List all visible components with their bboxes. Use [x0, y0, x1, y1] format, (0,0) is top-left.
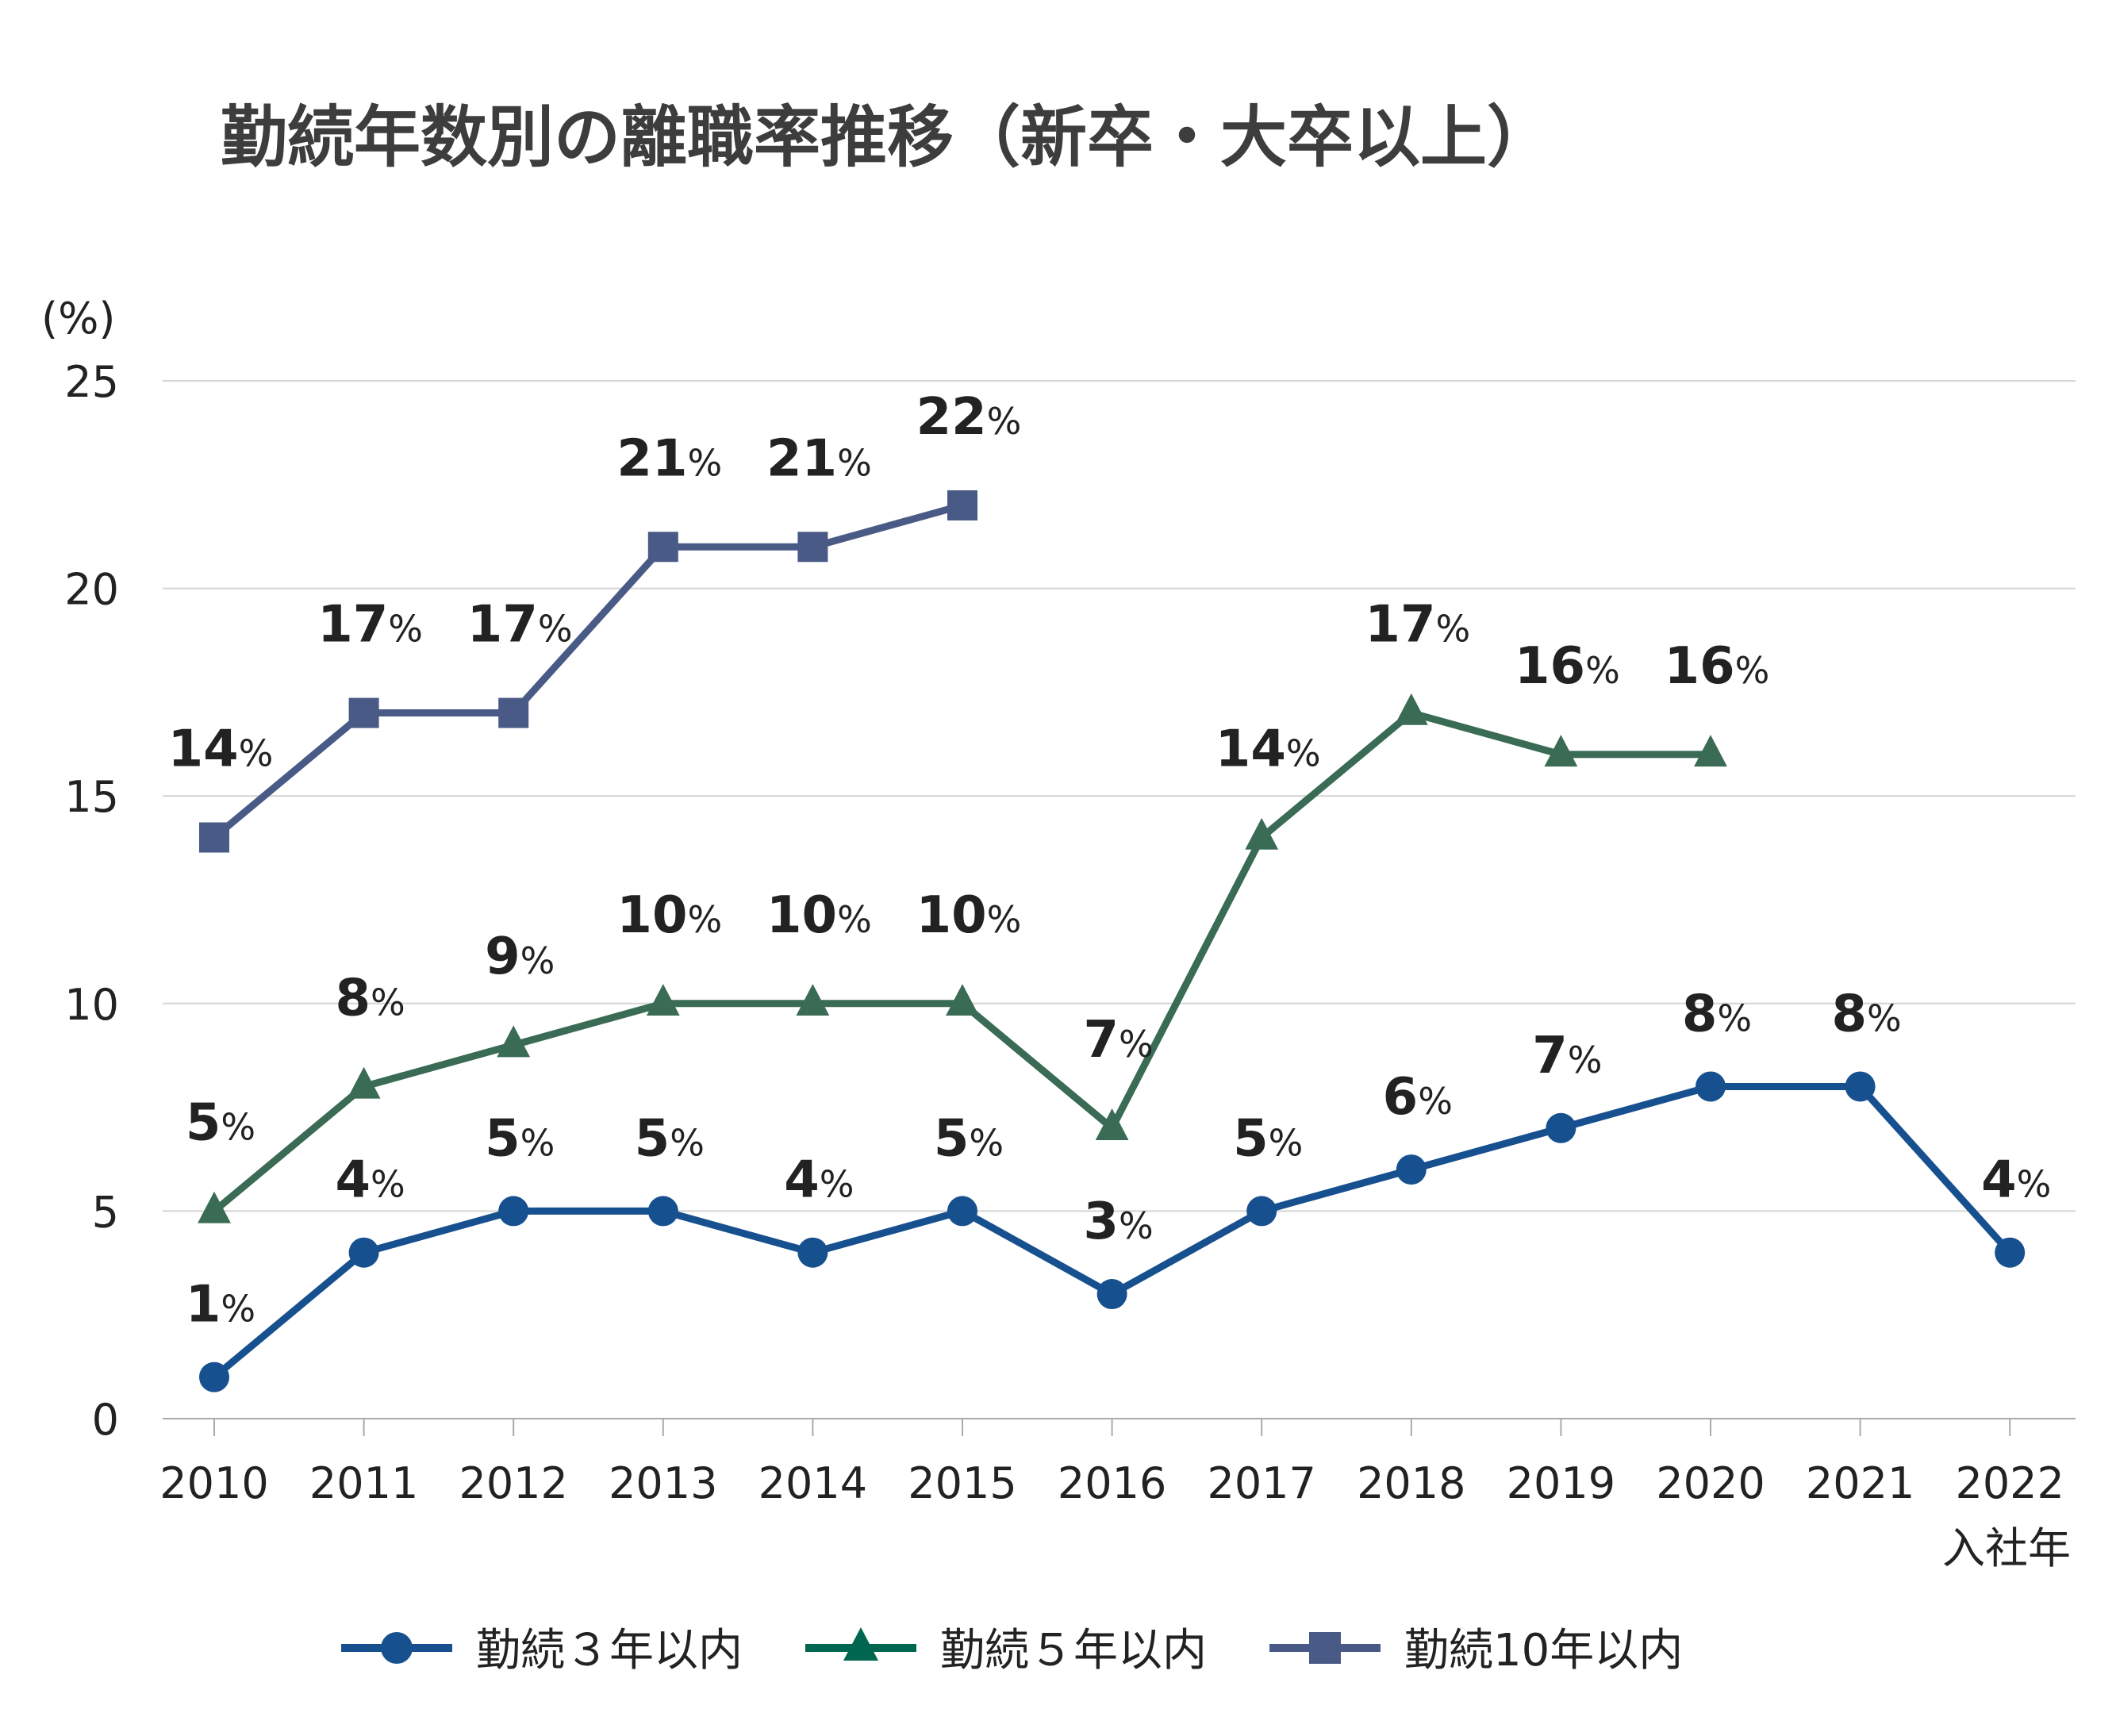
data-label: 8%	[1831, 985, 1901, 1043]
triangle-marker	[198, 1191, 231, 1223]
circle-marker	[797, 1237, 828, 1268]
circle-marker	[647, 1196, 678, 1227]
triangle-marker	[1544, 735, 1578, 767]
data-label: 17%	[467, 596, 573, 655]
triangle-marker	[347, 1066, 381, 1099]
y-tick-label: 25	[64, 357, 119, 407]
square-marker	[348, 697, 379, 728]
y-tick-label: 5	[92, 1187, 119, 1237]
x-tick-label: 2011	[309, 1458, 418, 1508]
data-label: 5%	[186, 1093, 255, 1152]
data-label: 4%	[784, 1151, 854, 1210]
circle-marker	[1096, 1279, 1127, 1310]
circle-marker	[1246, 1196, 1277, 1227]
data-label: 5%	[485, 1109, 555, 1168]
x-tick-label: 2018	[1357, 1458, 1465, 1508]
circle-marker	[1995, 1237, 2026, 1268]
data-label: 16%	[1515, 637, 1620, 696]
data-label: 5%	[934, 1109, 1004, 1168]
circle-marker	[1546, 1112, 1576, 1143]
triangle-marker	[796, 984, 830, 1016]
square-marker	[1309, 1632, 1341, 1664]
data-label: 21%	[616, 429, 722, 488]
data-label: 5%	[635, 1109, 705, 1168]
triangle-marker	[843, 1627, 878, 1661]
legend-label: 勤続３年以内	[476, 1625, 743, 1676]
data-label: 17%	[317, 596, 423, 655]
circle-marker	[1845, 1071, 1876, 1102]
x-tick-label: 2013	[609, 1458, 717, 1508]
x-axis-label: 入社年	[1942, 1523, 2071, 1573]
x-tick-label: 2020	[1656, 1458, 1765, 1508]
data-label: 8%	[1682, 985, 1752, 1043]
data-label: 4%	[335, 1151, 405, 1210]
circle-marker	[498, 1196, 529, 1227]
x-tick-label: 2015	[908, 1458, 1016, 1508]
data-label: 5%	[1233, 1109, 1303, 1168]
square-marker	[199, 822, 229, 853]
x-tick-label: 2014	[758, 1458, 867, 1508]
series-line	[212, 501, 964, 840]
y-axis-label: (%)	[41, 294, 115, 344]
x-tick-label: 2019	[1507, 1458, 1615, 1508]
chart-title: 勤続年数別の離職率推移（新卒・大卒以上）	[221, 98, 1553, 176]
data-label: 16%	[1665, 637, 1770, 696]
y-tick-label: 20	[64, 565, 119, 615]
square-marker	[947, 490, 977, 520]
legend-label: 勤続10年以内	[1404, 1625, 1683, 1676]
data-label: 21%	[766, 429, 872, 488]
y-tick-label: 15	[64, 772, 119, 822]
data-label: 8%	[335, 969, 405, 1027]
x-tick-label: 2016	[1058, 1458, 1166, 1508]
y-tick-label: 0	[92, 1395, 119, 1445]
data-label: 14%	[1215, 720, 1321, 779]
triangle-marker	[1245, 817, 1279, 850]
circle-marker	[381, 1632, 413, 1664]
circle-marker	[348, 1237, 379, 1268]
data-label: 4%	[1981, 1151, 2051, 1210]
legend-label: 勤続５年以内	[940, 1625, 1207, 1676]
data-label: 6%	[1383, 1068, 1453, 1127]
data-label: 9%	[485, 928, 555, 986]
square-marker	[797, 532, 828, 563]
square-marker	[647, 532, 678, 563]
data-label: 14%	[168, 720, 274, 779]
data-label: 3%	[1083, 1193, 1153, 1251]
triangle-marker	[1095, 1108, 1129, 1140]
data-label: 22%	[916, 388, 1022, 447]
circle-marker	[947, 1196, 977, 1227]
triangle-marker	[646, 984, 680, 1016]
circle-marker	[199, 1362, 229, 1392]
x-tick-label: 2021	[1806, 1458, 1914, 1508]
y-tick-label: 10	[64, 980, 119, 1030]
data-label: 10%	[916, 886, 1022, 945]
triangle-marker	[946, 984, 979, 1016]
data-label: 7%	[1532, 1027, 1602, 1085]
data-label: 7%	[1083, 1011, 1153, 1070]
data-label: 10%	[766, 886, 872, 945]
circle-marker	[1396, 1154, 1427, 1185]
triangle-marker	[497, 1025, 531, 1058]
data-label: 10%	[616, 886, 722, 945]
triangle-marker	[1694, 735, 1727, 767]
square-marker	[498, 697, 529, 728]
triangle-marker	[1394, 693, 1428, 725]
x-tick-label: 2010	[159, 1458, 268, 1508]
data-label: 17%	[1365, 596, 1470, 655]
x-tick-label: 2022	[1955, 1458, 2064, 1508]
data-label: 1%	[186, 1276, 255, 1335]
x-tick-label: 2017	[1207, 1458, 1315, 1508]
x-tick-label: 2012	[459, 1458, 567, 1508]
circle-marker	[1695, 1071, 1726, 1102]
